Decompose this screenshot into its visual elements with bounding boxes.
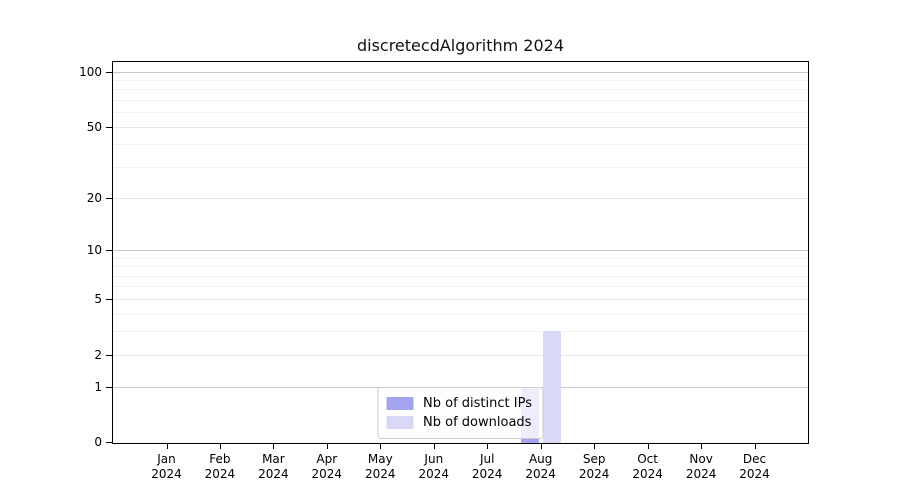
legend-swatch [386,416,414,429]
x-tick [433,443,435,449]
y-tick-label: 10 [86,243,102,257]
x-tick-label: Aug 2024 [509,452,573,482]
x-tick-year: 2024 [471,467,503,481]
y-tick [106,387,112,389]
x-tick-year: 2024 [258,467,289,481]
y-tick-label: 2 [94,347,102,362]
y-tick-label: 20 [86,191,102,205]
x-tick-label: May 2024 [348,452,412,482]
gridline-major [113,298,808,300]
x-tick-year: 2024 [685,467,717,481]
x-tick-label: Jul 2024 [455,452,519,482]
x-tick [540,443,542,449]
gridline-minor [113,275,808,277]
gridline-minor [113,144,808,146]
legend-label: Nb of downloads [423,415,532,430]
x-tick-label: Dec 2024 [723,452,787,482]
x-tick-year: 2024 [739,467,770,481]
legend: Nb of distinct IPs Nb of downloads [377,387,544,439]
gridline-major [113,198,808,199]
y-tick [106,442,112,443]
x-tick-label: Oct 2024 [616,452,680,482]
legend-swatch [386,397,414,410]
gridline-major [113,250,808,251]
y-tick [106,198,112,199]
x-tick [701,443,703,449]
y-tick-label: 1 [94,380,102,395]
y-tick-label: 0 [94,435,102,449]
x-tick-year: 2024 [151,467,182,481]
gridline-major [113,354,808,356]
x-tick-year: 2024 [418,467,450,481]
gridline-minor [113,166,808,168]
x-tick-label: Feb 2024 [188,452,252,482]
x-tick-year: 2024 [525,467,556,481]
x-tick-month: May [367,452,393,466]
chart-title: discretecdAlgorithm 2024 [356,36,565,55]
y-tick-label: 5 [94,291,102,306]
x-tick-month: Jul [479,452,495,466]
x-tick-month: Mar [262,452,285,466]
x-tick [487,443,489,449]
gridline-minor [113,80,808,81]
x-tick [219,443,221,449]
x-tick-year: 2024 [578,467,610,481]
x-tick-label: Apr 2024 [295,452,359,482]
x-tick [594,443,596,449]
x-tick-month: Jan [157,452,176,466]
x-tick-label: Nov 2024 [669,452,733,482]
legend-label: Nb of distinct IPs [423,396,532,411]
x-tick [166,443,168,449]
x-tick [647,443,649,449]
gridline-minor [113,331,808,333]
x-tick-year: 2024 [632,467,663,481]
x-tick-month: Sep [582,452,606,466]
bar-aug-downloads [542,331,561,443]
y-tick [106,250,112,251]
legend-item: Nb of downloads [386,413,532,432]
axes-layer: 0 1 2 5 10 20 50 100 Jan 2024 Feb 2024 Mar 2024 Apr 202… [79,62,808,481]
x-tick-month: Jun [424,452,444,466]
x-tick [380,443,382,449]
y-tick [106,126,112,128]
x-tick-month: Oct [637,452,658,466]
x-tick-label: Jun 2024 [402,452,466,482]
x-tick-month: Aug [528,452,553,466]
plot-area: 0 1 2 5 10 20 50 100 Jan 2024 Feb 2024 Mar 2024 Apr 202… [79,61,809,481]
x-tick [273,443,275,449]
gridline-minor [113,266,808,268]
y-tick [106,298,112,300]
gridline-minor [113,257,808,259]
x-tick-month: Nov [689,452,713,466]
y-tick [106,71,112,73]
x-tick [326,443,328,449]
gridline-minor [113,313,808,315]
x-tick [754,443,756,449]
x-tick-month: Feb [209,452,231,466]
legend-item: Nb of distinct IPs [386,394,532,413]
gridline-minor [113,112,808,114]
gridline-minor [113,286,808,288]
y-tick-label: 50 [86,119,102,134]
y-tick [106,354,112,356]
x-tick-year: 2024 [365,467,396,481]
x-tick-month: Apr [316,452,338,466]
x-tick-year: 2024 [311,467,343,481]
gridline-minor [113,89,808,91]
gridline-major [113,126,808,128]
x-tick-month: Dec [742,452,767,466]
gridline-minor [113,100,808,101]
y-tick-label: 100 [79,64,102,79]
x-tick-label: Jan 2024 [135,452,199,482]
gridline-major [113,71,808,73]
x-tick-label: Mar 2024 [241,452,305,482]
x-tick-year: 2024 [204,467,236,481]
x-tick-label: Sep 2024 [562,452,626,482]
